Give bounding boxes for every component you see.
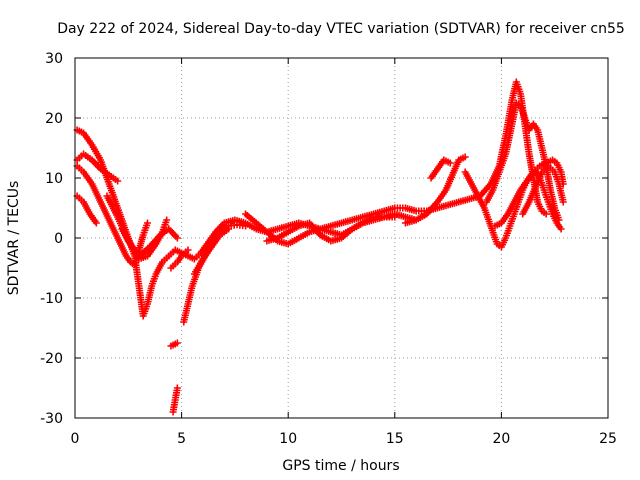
y-tick-label: -20: [40, 351, 63, 367]
data-point: [242, 222, 250, 230]
data-point: [184, 246, 192, 254]
data-point: [557, 225, 565, 233]
x-tick-label: 25: [599, 431, 617, 447]
data-point: [391, 213, 399, 221]
x-tick-label: 15: [386, 431, 404, 447]
x-tick-label: 5: [177, 431, 186, 447]
data-point: [143, 219, 151, 227]
data-point: [446, 159, 454, 167]
grid-lines: [75, 58, 608, 418]
chart-title: Day 222 of 2024, Sidereal Day-to-day VTE…: [57, 21, 625, 37]
data-point: [461, 153, 469, 161]
data-point: [163, 216, 171, 224]
y-tick-label: 30: [45, 51, 63, 67]
y-tick-label: -10: [40, 291, 63, 307]
x-tick-label: 20: [492, 431, 510, 447]
data-point: [559, 198, 567, 206]
data-point: [92, 219, 100, 227]
data-point: [169, 408, 177, 416]
x-tick-label: 0: [71, 431, 80, 447]
y-tick-label: -30: [40, 411, 63, 427]
data-point: [114, 177, 122, 185]
y-axis-label: SDTVAR / TECUs: [6, 181, 22, 296]
y-tick-label: 20: [45, 111, 63, 127]
data-points: [73, 78, 567, 416]
data-point: [173, 339, 181, 347]
x-axis-label: GPS time / hours: [282, 458, 399, 474]
y-axis: -30 -20 -10 0 10 20 30: [40, 51, 608, 427]
data-point: [542, 210, 550, 218]
y-tick-label: 0: [54, 231, 63, 247]
data-point: [225, 225, 233, 233]
x-axis: 0 5 10 15 20 25: [71, 58, 617, 447]
x-tick-label: 10: [279, 431, 297, 447]
data-point: [173, 234, 181, 242]
y-tick-label: 10: [45, 171, 63, 187]
data-point: [555, 216, 563, 224]
